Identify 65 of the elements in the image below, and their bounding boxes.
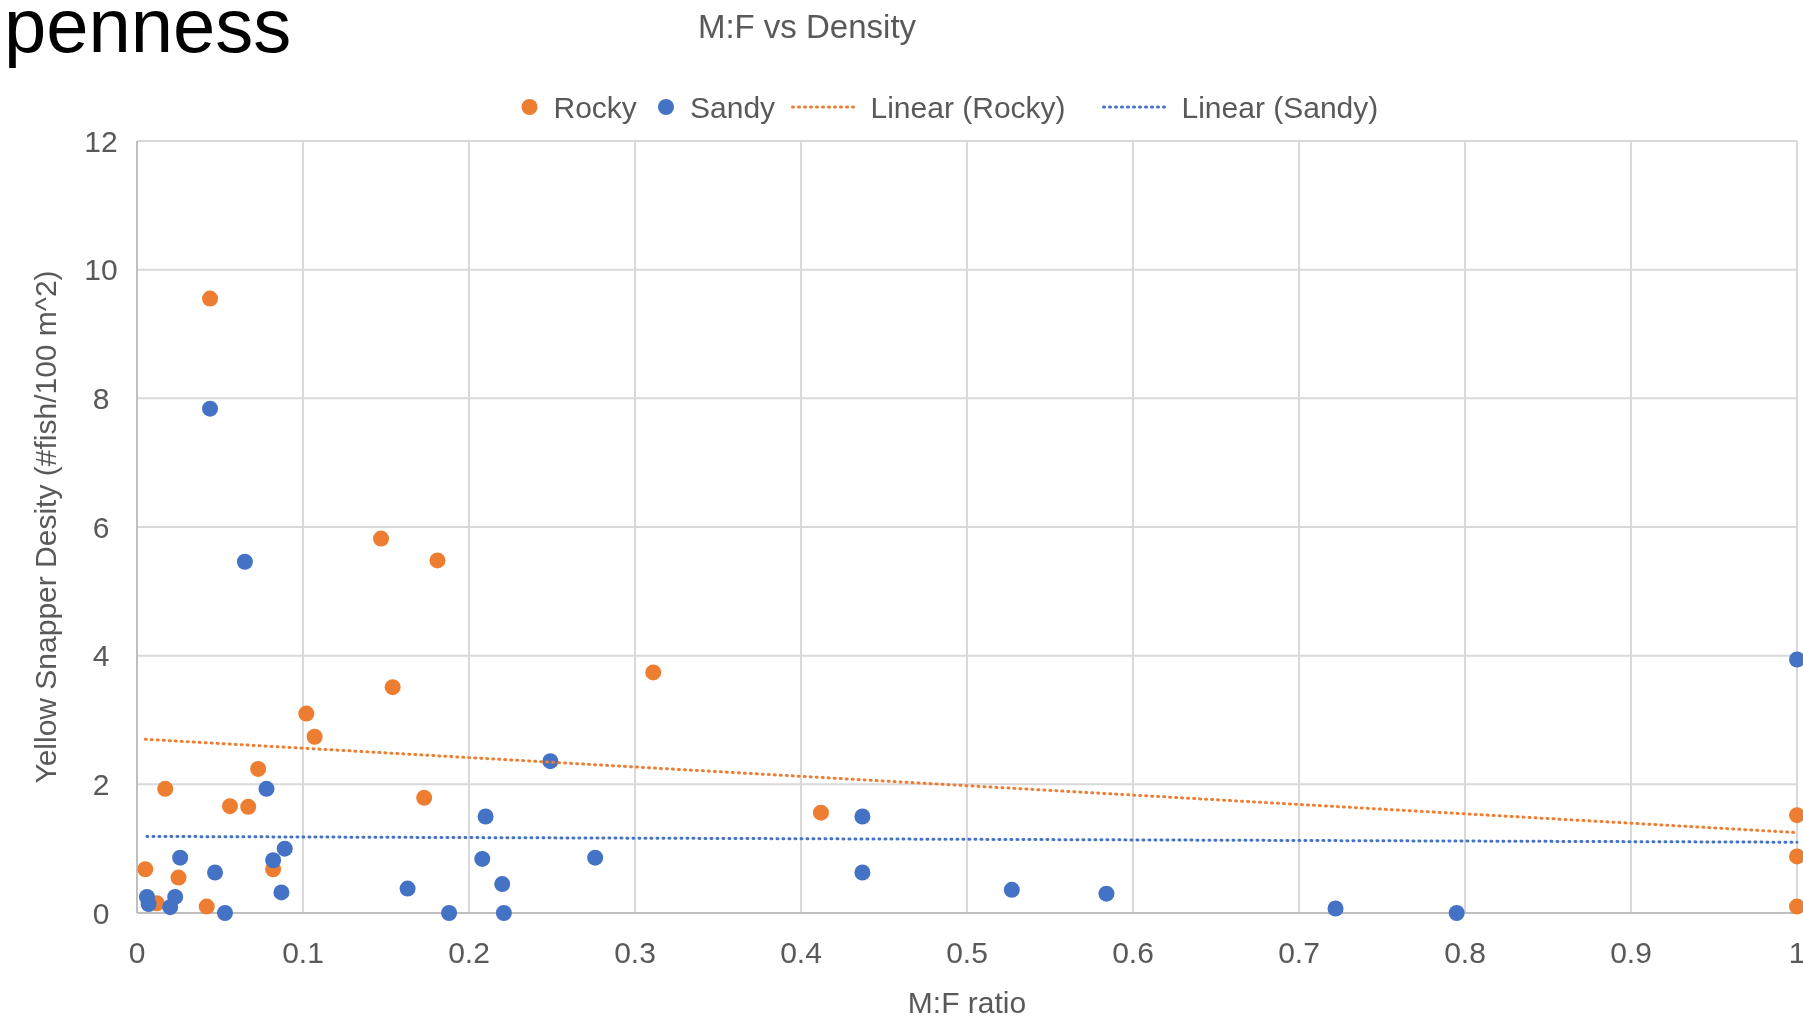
point	[477, 808, 494, 825]
x-tick-label: 1	[1788, 936, 1803, 969]
point	[172, 849, 189, 866]
chart-title: M:F vs Density	[697, 8, 917, 45]
point	[384, 679, 401, 696]
y-tick-label: 2	[92, 767, 110, 801]
legend-label: Sandy	[690, 90, 776, 124]
y-tick-label: 0	[92, 896, 110, 930]
x-tick-label: 0.2	[448, 936, 490, 969]
point	[373, 530, 390, 547]
point	[399, 880, 416, 897]
point	[265, 852, 282, 869]
point	[474, 850, 491, 867]
text: penness	[4, 0, 292, 68]
point	[202, 400, 219, 417]
y-tick-label: 10	[84, 253, 118, 287]
point	[258, 780, 275, 797]
x-tick-label: 0	[128, 936, 146, 969]
point	[202, 290, 219, 307]
point	[812, 804, 829, 821]
legend-label: Rocky	[553, 90, 637, 124]
point	[170, 869, 187, 886]
point	[587, 849, 604, 866]
point	[1448, 905, 1465, 921]
point	[137, 861, 154, 878]
point	[495, 905, 512, 921]
point	[854, 808, 871, 825]
point	[429, 552, 446, 569]
x-tick-label: 0.8	[1444, 936, 1486, 969]
point	[273, 884, 290, 901]
x-tick-label: 0.7	[1278, 936, 1320, 969]
point	[298, 705, 315, 722]
y-axis-title: Yellow Snapper Desity (#fish/100 m^2)	[28, 270, 62, 784]
point	[645, 664, 662, 681]
point	[494, 876, 511, 893]
x-tick-label: 0.3	[614, 936, 656, 969]
point	[167, 888, 184, 905]
point	[221, 798, 238, 815]
point	[216, 905, 233, 921]
y-tick-label: 8	[92, 381, 110, 415]
point	[198, 898, 215, 915]
x-tick-label: 0.5	[946, 936, 988, 969]
y-tick-label: 6	[92, 510, 110, 544]
y-tick-label: 4	[92, 639, 110, 673]
point	[1327, 900, 1344, 917]
point	[276, 840, 293, 857]
point	[1003, 881, 1020, 898]
x-tick-label: 0.9	[1610, 936, 1652, 969]
legend-label: Linear (Rocky)	[870, 90, 1066, 124]
point	[854, 864, 871, 881]
point	[157, 780, 174, 797]
x-tick-label: 0.6	[1112, 936, 1154, 969]
point	[250, 760, 267, 777]
point	[416, 789, 433, 806]
x-tick-label: 0.1	[282, 936, 324, 969]
point	[306, 728, 323, 745]
point	[240, 798, 257, 815]
point	[236, 553, 253, 570]
point	[1098, 885, 1115, 902]
point	[207, 864, 224, 881]
x-axis-title: M:F ratio	[907, 986, 1027, 1019]
y-tick-label: 12	[84, 124, 118, 158]
legend-label: Linear (Sandy)	[1181, 90, 1379, 124]
point	[441, 905, 458, 921]
x-tick-label: 0.4	[780, 936, 822, 969]
